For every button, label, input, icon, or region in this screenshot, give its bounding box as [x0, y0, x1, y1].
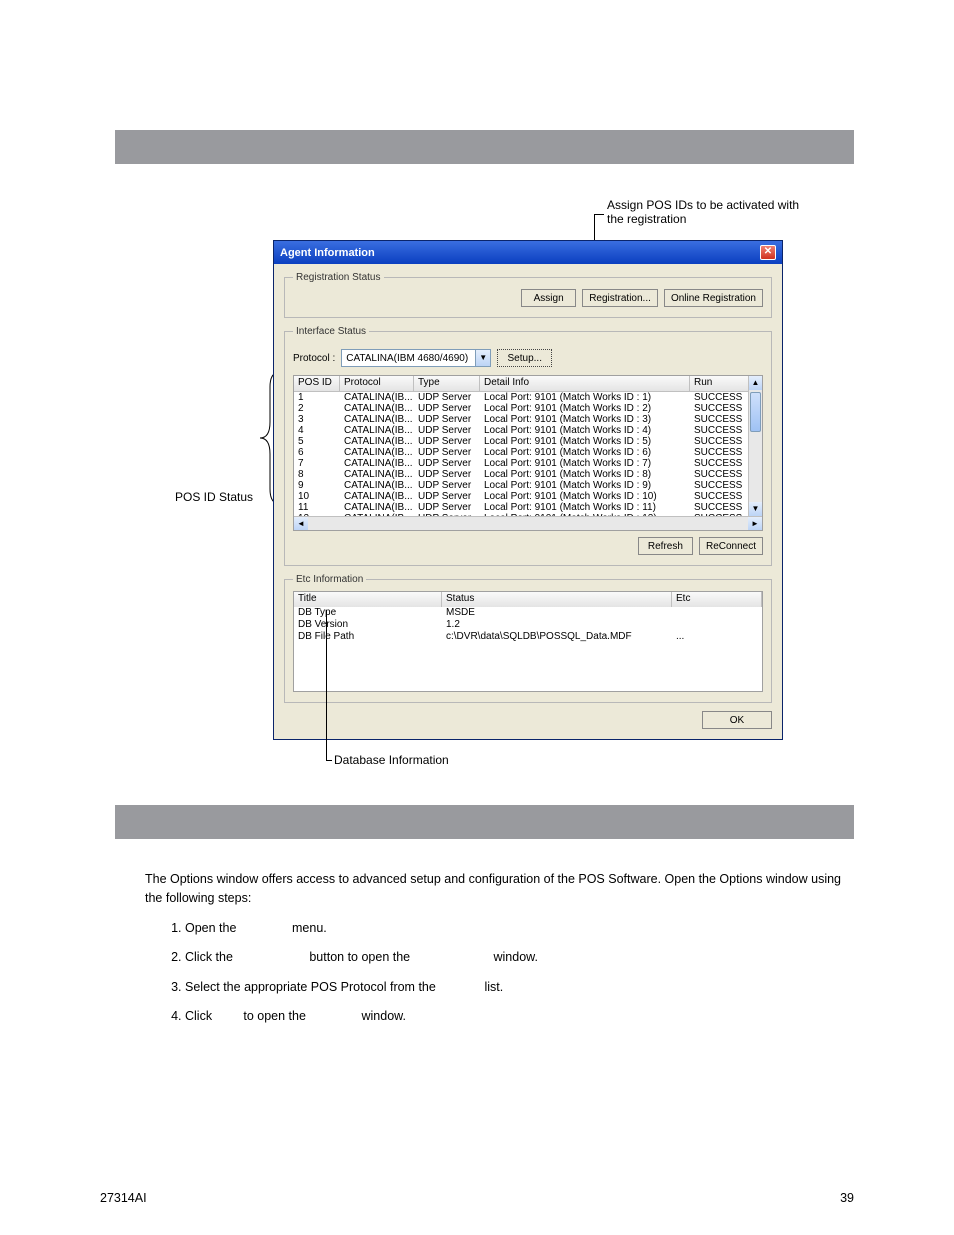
col-detail[interactable]: Detail Info: [480, 376, 690, 391]
table-row[interactable]: 10CATALINA(IB...UDP ServerLocal Port: 91…: [294, 491, 762, 502]
footer-left: 27314AI: [100, 1191, 147, 1205]
step-4: Click to open the window.: [185, 1007, 845, 1026]
protocol-combobox[interactable]: CATALINA(IBM 4680/4690) ▼: [341, 349, 491, 367]
step-1: Open the menu.: [185, 919, 845, 938]
agent-information-dialog: Agent Information ✕ Registration Status …: [273, 240, 783, 740]
registration-button[interactable]: Registration...: [582, 289, 658, 307]
callout-db-line-h: [326, 760, 332, 761]
registration-status-legend: Registration Status: [293, 272, 384, 283]
scroll-up-icon[interactable]: ▲: [749, 376, 762, 390]
col-protocol[interactable]: Protocol: [340, 376, 414, 391]
table-row[interactable]: 6CATALINA(IB...UDP ServerLocal Port: 910…: [294, 447, 762, 458]
table-row[interactable]: 11CATALINA(IB...UDP ServerLocal Port: 91…: [294, 502, 762, 513]
scroll-right-icon[interactable]: ►: [748, 517, 762, 530]
callout-pos-id-status: POS ID Status: [175, 490, 253, 504]
callout-db-info: Database Information: [334, 753, 449, 767]
col-posid[interactable]: POS ID: [294, 376, 340, 391]
pos-list-header: POS ID Protocol Type Detail Info Run: [294, 376, 762, 392]
titlebar[interactable]: Agent Information ✕: [274, 241, 782, 264]
table-row[interactable]: DB TypeMSDE: [294, 607, 762, 619]
ok-button[interactable]: OK: [702, 711, 772, 729]
table-row[interactable]: 1CATALINA(IB...UDP ServerLocal Port: 910…: [294, 392, 762, 403]
vertical-scrollbar[interactable]: ▲ ▼: [748, 376, 762, 516]
step-2: Click the button to open the window.: [185, 948, 845, 967]
etc-information-legend: Etc Information: [293, 574, 366, 585]
callout-assign: Assign POS IDs to be activated with the …: [607, 198, 799, 226]
table-row[interactable]: 9CATALINA(IB...UDP ServerLocal Port: 910…: [294, 480, 762, 491]
etc-listview[interactable]: Title Status Etc DB TypeMSDEDB Version1.…: [293, 591, 763, 692]
table-row[interactable]: DB Version1.2: [294, 619, 762, 631]
top-gray-bar: [115, 130, 854, 164]
refresh-button[interactable]: Refresh: [638, 537, 693, 555]
setup-button[interactable]: Setup...: [497, 349, 552, 367]
registration-status-group: Registration Status Assign Registration.…: [284, 272, 772, 318]
etc-information-group: Etc Information Title Status Etc DB Type…: [284, 574, 772, 703]
chevron-down-icon[interactable]: ▼: [475, 350, 490, 366]
table-row[interactable]: 8CATALINA(IB...UDP ServerLocal Port: 910…: [294, 469, 762, 480]
callout-assign-line-h: [594, 214, 604, 215]
callout-db-line-v: [326, 610, 327, 760]
interface-status-legend: Interface Status: [293, 326, 369, 337]
step-3: Select the appropriate POS Protocol from…: [185, 978, 845, 997]
table-row[interactable]: 7CATALINA(IB...UDP ServerLocal Port: 910…: [294, 458, 762, 469]
col-status[interactable]: Status: [442, 592, 672, 607]
assign-button[interactable]: Assign: [521, 289, 576, 307]
col-type[interactable]: Type: [414, 376, 480, 391]
body-text: The Options window offers access to adva…: [145, 870, 845, 1036]
table-row[interactable]: 3CATALINA(IB...UDP ServerLocal Port: 910…: [294, 414, 762, 425]
online-registration-button[interactable]: Online Registration: [664, 289, 763, 307]
interface-status-group: Interface Status Protocol : CATALINA(IBM…: [284, 326, 772, 566]
footer-right: 39: [840, 1191, 854, 1205]
scroll-left-icon[interactable]: ◄: [294, 517, 308, 530]
col-title[interactable]: Title: [294, 592, 442, 607]
dialog-title: Agent Information: [280, 247, 375, 259]
table-row[interactable]: 2CATALINA(IB...UDP ServerLocal Port: 910…: [294, 403, 762, 414]
protocol-value: CATALINA(IBM 4680/4690): [342, 353, 475, 364]
table-row[interactable]: DB File Pathc:\DVR\data\SQLDB\POSSQL_Dat…: [294, 631, 762, 643]
close-icon[interactable]: ✕: [760, 245, 776, 260]
table-row[interactable]: 5CATALINA(IB...UDP ServerLocal Port: 910…: [294, 436, 762, 447]
table-row[interactable]: 4CATALINA(IB...UDP ServerLocal Port: 910…: [294, 425, 762, 436]
etc-header: Title Status Etc: [294, 592, 762, 607]
scroll-down-icon[interactable]: ▼: [749, 502, 762, 516]
reconnect-button[interactable]: ReConnect: [699, 537, 763, 555]
pos-listview[interactable]: POS ID Protocol Type Detail Info Run 1CA…: [293, 375, 763, 531]
protocol-label: Protocol :: [293, 353, 335, 364]
scroll-thumb[interactable]: [750, 392, 761, 432]
intro-text: The Options window offers access to adva…: [145, 870, 845, 909]
horizontal-scrollbar[interactable]: ◄ ►: [294, 516, 762, 530]
col-etc[interactable]: Etc: [672, 592, 762, 607]
mid-gray-bar: [115, 805, 854, 839]
